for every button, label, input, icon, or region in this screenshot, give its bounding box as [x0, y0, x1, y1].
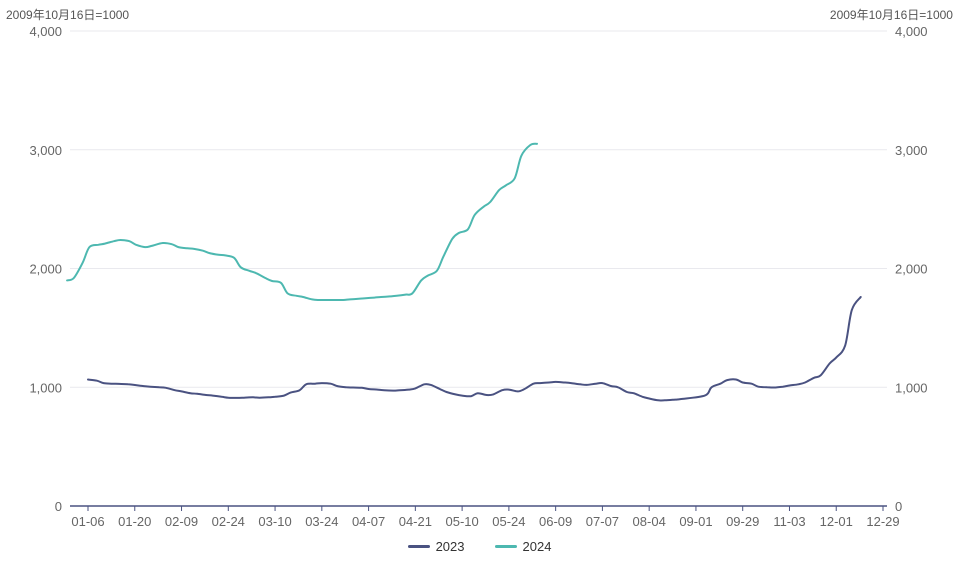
left-y-tick-label: 3,000 — [29, 143, 62, 158]
x-tick-label: 12-29 — [866, 514, 899, 529]
series-line-2023 — [87, 296, 862, 402]
legend-swatch-2023 — [407, 545, 430, 548]
legend-item-2024[interactable]: 2024 — [494, 539, 552, 554]
left-y-tick-label: 4,000 — [29, 24, 62, 39]
x-tick-label: 04-21 — [399, 514, 432, 529]
series-line-2024 — [66, 142, 538, 302]
x-tick-label: 04-07 — [352, 514, 385, 529]
x-tick-label: 12-01 — [820, 514, 853, 529]
left-y-tick-label: 2,000 — [29, 262, 62, 277]
right-y-tick-label: 0 — [895, 499, 902, 514]
x-tick-label: 03-24 — [305, 514, 338, 529]
series-lines — [66, 142, 862, 402]
x-tick-label: 11-03 — [773, 514, 805, 529]
x-tick-label: 09-29 — [726, 514, 759, 529]
x-tick-label: 05-24 — [492, 514, 525, 529]
left-y-tick-label: 0 — [55, 499, 62, 514]
right-y-tick-label: 2,000 — [895, 262, 928, 277]
x-tick-label: 08-04 — [633, 514, 666, 529]
x-tick-label: 01-06 — [71, 514, 104, 529]
right-y-axis: 0 1,000 2,000 3,000 4,000 — [895, 24, 928, 514]
legend: 2023 2024 — [0, 539, 959, 554]
left-y-axis: 0 1,000 2,000 3,000 4,000 — [29, 24, 62, 514]
x-tick-label: 01-20 — [118, 514, 151, 529]
legend-item-2023[interactable]: 2023 — [407, 539, 465, 554]
right-axis-unit-label: 2009年10月16日=1000 — [829, 8, 953, 22]
left-axis-unit-label: 2009年10月16日=1000 — [6, 8, 130, 22]
right-y-tick-label: 4,000 — [895, 24, 928, 39]
x-tick-label: 07-07 — [586, 514, 619, 529]
legend-label-2024: 2024 — [522, 539, 552, 554]
right-y-tick-label: 1,000 — [895, 380, 928, 395]
x-tick-label: 02-24 — [212, 514, 245, 529]
gridlines — [70, 30, 887, 507]
x-axis: 01-06 01-20 02-09 02-24 03-10 03-24 04-07 04-21… — [71, 506, 900, 529]
x-tick-label: 02-09 — [165, 514, 198, 529]
x-tick-label: 06-09 — [539, 514, 572, 529]
legend-label-2023: 2023 — [435, 539, 465, 554]
legend-swatch-2024 — [494, 545, 517, 548]
right-y-tick-label: 3,000 — [895, 143, 928, 158]
x-tick-label: 05-10 — [445, 514, 478, 529]
x-tick-label: 09-01 — [679, 514, 712, 529]
x-tick-label: 03-10 — [258, 514, 291, 529]
left-y-tick-label: 1,000 — [29, 380, 62, 395]
